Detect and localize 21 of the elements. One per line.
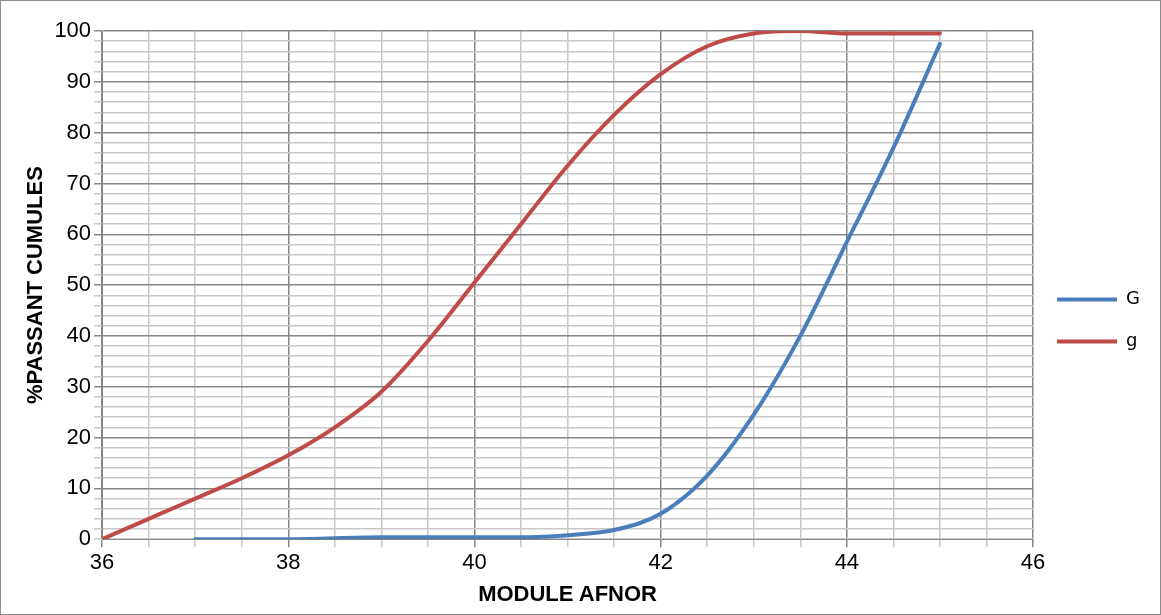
y-tick-label: 20 bbox=[66, 423, 92, 449]
y-tick-label: 100 bbox=[54, 17, 92, 43]
y-tick-label: 80 bbox=[66, 118, 92, 144]
y-axis-title: %PASSANT CUMULES bbox=[22, 166, 48, 405]
x-tick-label: 44 bbox=[834, 549, 860, 575]
x-tick-label: 42 bbox=[648, 549, 673, 575]
x-tick-label: 46 bbox=[1020, 549, 1046, 575]
y-tick-label: 40 bbox=[66, 321, 92, 347]
x-tick-label: 38 bbox=[276, 549, 301, 575]
x-tick-label: 36 bbox=[89, 549, 115, 575]
legend-label: g bbox=[1126, 329, 1138, 351]
y-tick-label: 70 bbox=[66, 169, 92, 195]
y-tick-label: 10 bbox=[66, 474, 92, 500]
y-tick-label: 60 bbox=[66, 220, 92, 246]
y-tick-label: 30 bbox=[66, 372, 92, 398]
x-tick-label: 40 bbox=[462, 549, 487, 575]
x-axis-title: MODULE AFNOR bbox=[478, 580, 658, 606]
y-tick-label: 0 bbox=[78, 525, 92, 551]
y-tick-label: 90 bbox=[66, 67, 92, 93]
legend-label: G bbox=[1126, 287, 1140, 309]
y-tick-label: 50 bbox=[66, 271, 92, 297]
